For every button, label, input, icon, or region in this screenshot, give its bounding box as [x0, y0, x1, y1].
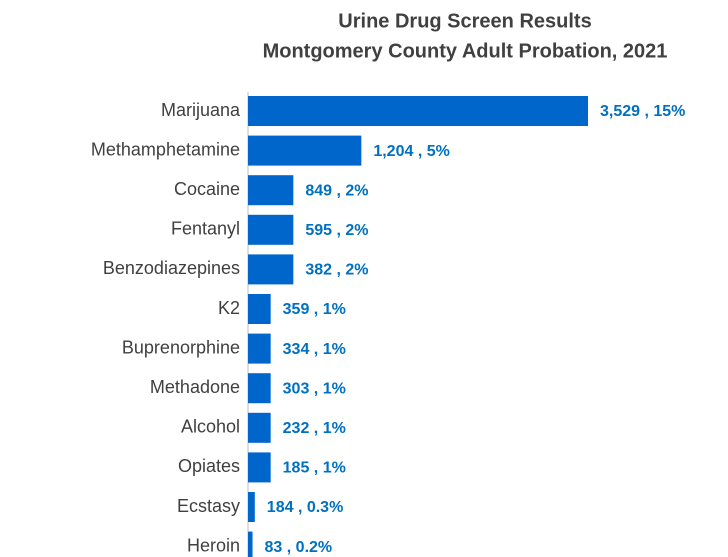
category-label: Benzodiazepines: [103, 258, 240, 278]
data-label: 382 , 2%: [305, 262, 368, 279]
bar: [248, 452, 271, 483]
data-label: 185 , 1%: [283, 460, 346, 477]
bar: [248, 175, 294, 206]
data-label: 849 , 2%: [305, 182, 368, 199]
category-label: Methadone: [150, 377, 240, 397]
bar: [248, 492, 255, 522]
bar: [248, 333, 271, 364]
category-label: Ecstasy: [177, 496, 240, 516]
bar: [248, 294, 271, 324]
bar: [248, 214, 294, 245]
bar: [248, 531, 253, 557]
data-label: 595 , 2%: [305, 222, 368, 239]
category-label: Marijuana: [161, 100, 241, 120]
category-label: Opiates: [178, 456, 240, 476]
data-label: 3,529 , 15%: [600, 103, 685, 120]
data-label: 359 , 1%: [283, 301, 346, 318]
data-label: 184 , 0.3%: [267, 499, 344, 516]
bar: [248, 373, 271, 404]
category-label: Buprenorphine: [122, 337, 240, 357]
category-label: Cocaine: [174, 179, 240, 199]
category-label: Methamphetamine: [91, 139, 240, 159]
category-label: K2: [218, 298, 240, 318]
bar: [248, 135, 362, 166]
data-label: 334 , 1%: [283, 341, 346, 358]
bar: [248, 254, 294, 285]
chart-subtitle: Montgomery County Adult Probation, 2021: [263, 40, 668, 62]
bar: [248, 96, 588, 126]
data-label: 83 , 0.2%: [265, 539, 333, 556]
bar: [248, 412, 271, 443]
data-label: 303 , 1%: [283, 380, 346, 397]
chart-title: Urine Drug Screen Results: [338, 10, 591, 32]
category-label: Heroin: [187, 535, 240, 555]
data-label: 232 , 1%: [283, 420, 346, 437]
category-label: Alcohol: [181, 417, 240, 437]
data-label: 1,204 , 5%: [373, 143, 450, 160]
category-label: Fentanyl: [171, 219, 240, 239]
